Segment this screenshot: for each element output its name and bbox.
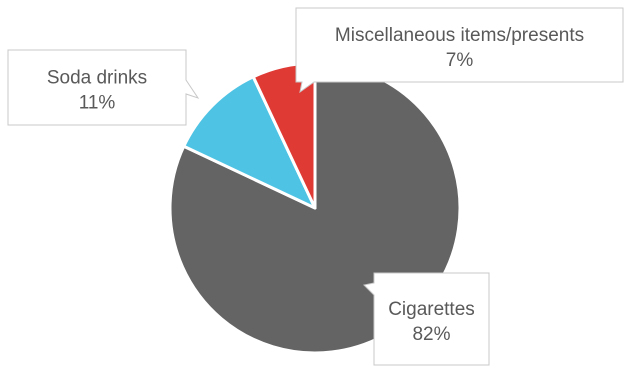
slice-label: Cigarettes <box>388 299 475 320</box>
pie-slice-soda-drinks <box>182 75 317 210</box>
slice-percent-label: 11% <box>79 93 116 114</box>
slice-label: Miscellaneous items/presents <box>335 25 584 46</box>
callout-box <box>7 49 200 126</box>
slice-percent-label: 7% <box>446 50 474 71</box>
data-label-callouts: Cigarettes 82% Soda drinks 11% Miscellaneous… <box>7 7 624 366</box>
callout-box <box>295 7 624 94</box>
callout-miscellaneous-items-presents: Miscellaneous items/presents 7% <box>295 7 624 94</box>
callout-soda-drinks: Soda drinks 11% <box>7 49 200 126</box>
slice-percent-label: 82% <box>412 324 450 345</box>
callout-cigarettes: Cigarettes 82% <box>362 272 490 366</box>
callout-box <box>362 272 490 366</box>
slice-label: Soda drinks <box>47 68 147 89</box>
